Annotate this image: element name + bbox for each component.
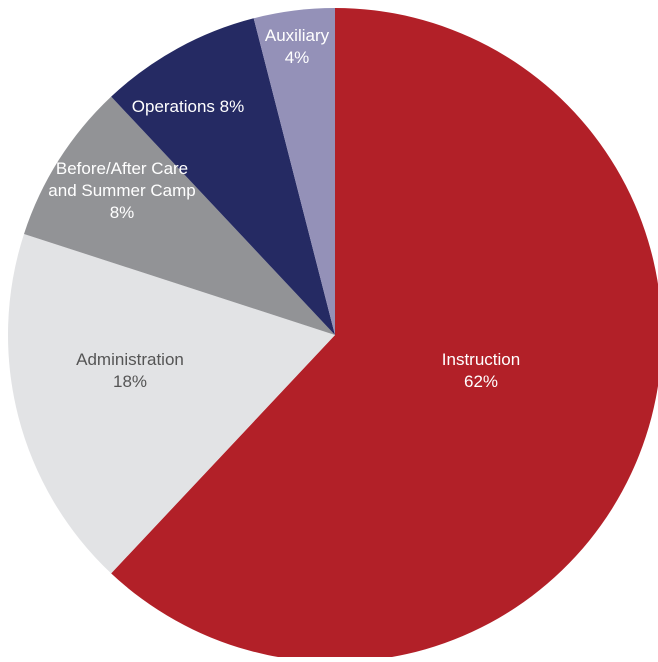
pie-label-line: Before/After Care [56, 159, 188, 178]
pie-label-operations-8: Operations 8% [132, 97, 244, 116]
pie-label-line: 18% [113, 372, 147, 391]
pie-label-line: Auxiliary [265, 26, 330, 45]
pie-label-line: Operations 8% [132, 97, 244, 116]
pie-label-administration: Administration 18% [76, 350, 184, 391]
pie-slice-auxiliary [253, 8, 335, 335]
pie-label-line: Instruction [442, 350, 520, 369]
pie-label-line: 8% [110, 203, 135, 222]
pie-label-before-after-care: Before/After Care and Summer Camp 8% [48, 159, 195, 222]
pie-slice-administration [7, 233, 335, 574]
pie-label-auxiliary: Auxiliary 4% [265, 26, 330, 67]
labels-layer: Instruction 62% Administration 18% Before/Af… [48, 26, 520, 391]
pie-label-line: and Summer Camp [48, 181, 195, 200]
pie-label-line: 62% [464, 372, 498, 391]
pie-slice-before-after-care [24, 96, 335, 335]
pie-label-line: Administration [76, 350, 184, 369]
pie-label-line: 4% [285, 48, 310, 67]
pie-slice-operations-8 [111, 18, 336, 336]
slices-layer [7, 8, 658, 662]
pie-label-instruction: Instruction 62% [442, 350, 520, 391]
pie-slice-instruction [111, 8, 658, 662]
